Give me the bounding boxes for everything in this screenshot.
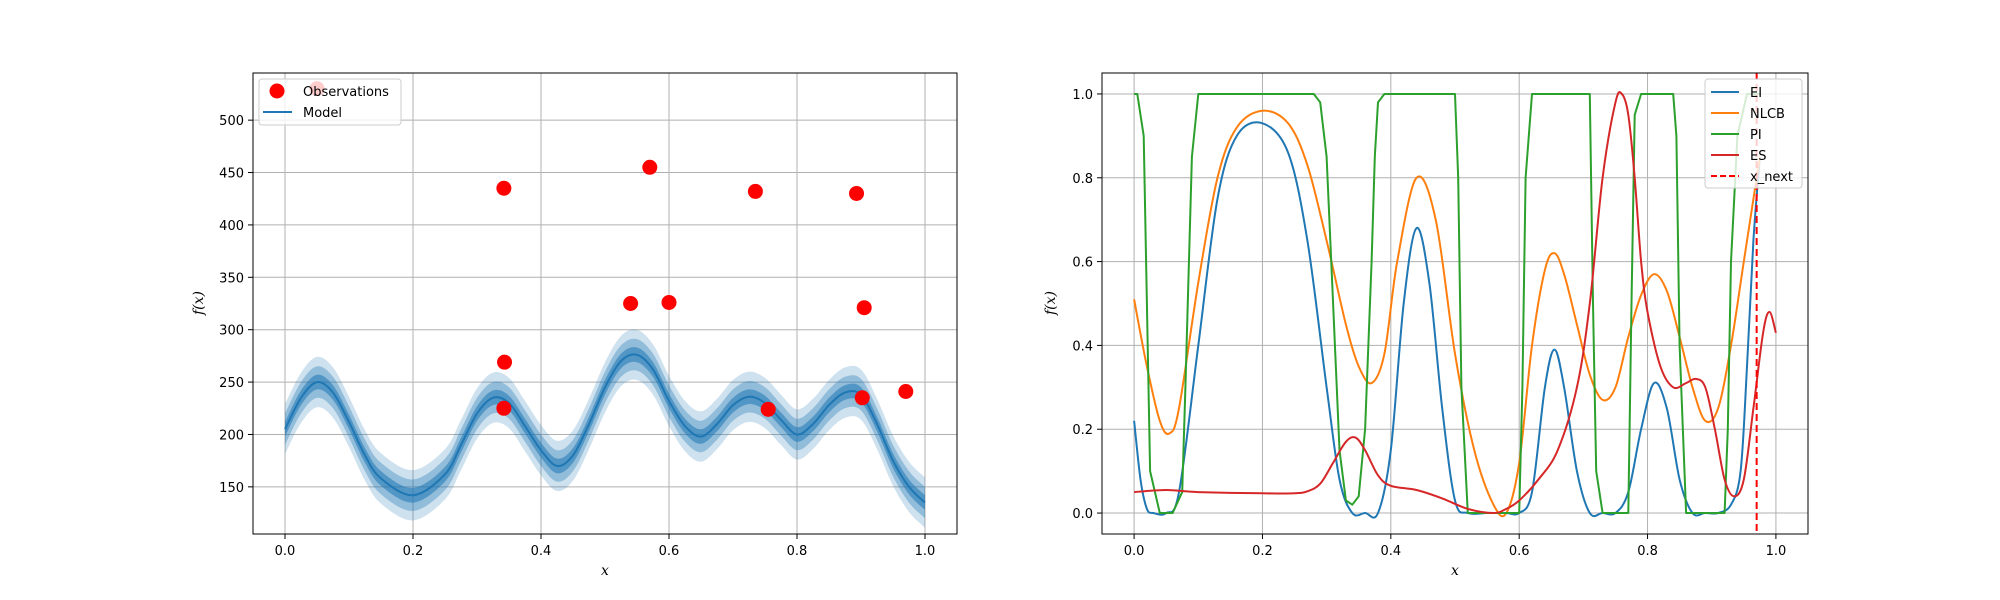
x-tick-label: 0.0 [1124, 544, 1145, 559]
observation-point [760, 401, 776, 417]
y-tick-label: 300 [219, 324, 244, 339]
left-y-ticks: 150 200 250 300 350 400 450 500 [219, 114, 253, 496]
series-line-ei [1133, 121, 1761, 519]
y-tick-label: 1.0 [1072, 88, 1093, 103]
x-tick-label: 0.2 [1252, 544, 1273, 559]
right-x-axis-label: x [1451, 563, 1459, 579]
observation-point [856, 300, 872, 316]
observation-point [849, 185, 865, 201]
y-tick-label: 0.6 [1072, 256, 1093, 271]
observation-point [496, 180, 512, 196]
observation-point [496, 400, 512, 416]
y-tick-label: 0.8 [1072, 172, 1093, 187]
observation-point [661, 294, 677, 310]
x-tick-label: 0.8 [1637, 544, 1658, 559]
x-tick-label: 1.0 [915, 544, 936, 559]
right-x-ticks: 0.0 0.2 0.4 0.6 0.8 1.0 [1124, 534, 1787, 559]
x-tick-label: 0.6 [659, 544, 680, 559]
model-confidence-band [285, 347, 925, 510]
y-tick-label: 450 [219, 167, 244, 182]
right-y-axis-label: f(x) [1043, 291, 1059, 316]
observation-point [854, 390, 870, 406]
right-legend-box [1704, 78, 1803, 189]
legend-ei-label: EI [1750, 86, 1762, 101]
y-tick-label: 0.0 [1072, 507, 1093, 522]
legend-nlcb-label: NLCB [1750, 107, 1785, 122]
legend-x-next-label: x_next [1750, 170, 1793, 185]
left-plot: 0.0 0.2 0.4 0.6 0.8 1.0 150 200 250 300 350 400 450… [191, 72, 958, 579]
observation-point [898, 384, 914, 400]
y-tick-label: 0.2 [1072, 423, 1093, 438]
right-plot: 0.0 0.2 0.4 0.6 0.8 1.0 0.00.20.40.60.81.0 x … [1043, 72, 1809, 579]
x-tick-label: 0.4 [1380, 544, 1401, 559]
left-grid [253, 73, 957, 534]
left-x-ticks: 0.0 0.2 0.4 0.6 0.8 1.0 [275, 534, 936, 559]
left-legend: Observations Model [258, 78, 402, 126]
left-y-axis-label: f(x) [191, 291, 207, 316]
x-tick-label: 0.2 [403, 544, 424, 559]
y-tick-label: 500 [219, 114, 244, 129]
observation-point [623, 296, 639, 311]
legend-pi-label: PI [1750, 128, 1762, 143]
y-tick-label: 0.4 [1072, 339, 1093, 354]
x-tick-label: 1.0 [1766, 544, 1787, 559]
right-axes-frame [1101, 72, 1809, 535]
y-tick-label: 250 [219, 376, 244, 391]
x-tick-label: 0.6 [1509, 544, 1530, 559]
observation-point [642, 159, 658, 175]
series-line-es [1134, 91, 1777, 514]
legend-observations-label: Observations [303, 85, 389, 100]
y-tick-label: 350 [219, 271, 244, 286]
x-tick-label: 0.0 [275, 544, 296, 559]
left-axes-frame [252, 72, 958, 535]
model-mean-line [284, 353, 926, 504]
x-tick-label: 0.4 [531, 544, 552, 559]
observation-point [497, 354, 513, 370]
right-legend: EI NLCB PI ES x_next [1704, 78, 1803, 189]
observation-points [309, 81, 914, 417]
observation-point [747, 183, 763, 199]
y-tick-label: 200 [219, 428, 244, 443]
acquisition-lines [1133, 91, 1777, 519]
series-line-nlcb [1133, 109, 1761, 518]
y-tick-label: 150 [219, 481, 244, 496]
left-x-axis-label: x [601, 563, 609, 579]
left-legend-box [258, 78, 402, 126]
legend-observations-marker [269, 83, 285, 99]
x-tick-label: 0.8 [787, 544, 808, 559]
legend-model-label: Model [303, 106, 342, 121]
legend-es-label: ES [1750, 149, 1766, 164]
series-line-pi [1134, 93, 1760, 514]
right-y-ticks: 0.0 0.2 0.4 0.6 0.8 1.0 [1072, 88, 1102, 522]
y-tick-label: 400 [219, 219, 244, 234]
